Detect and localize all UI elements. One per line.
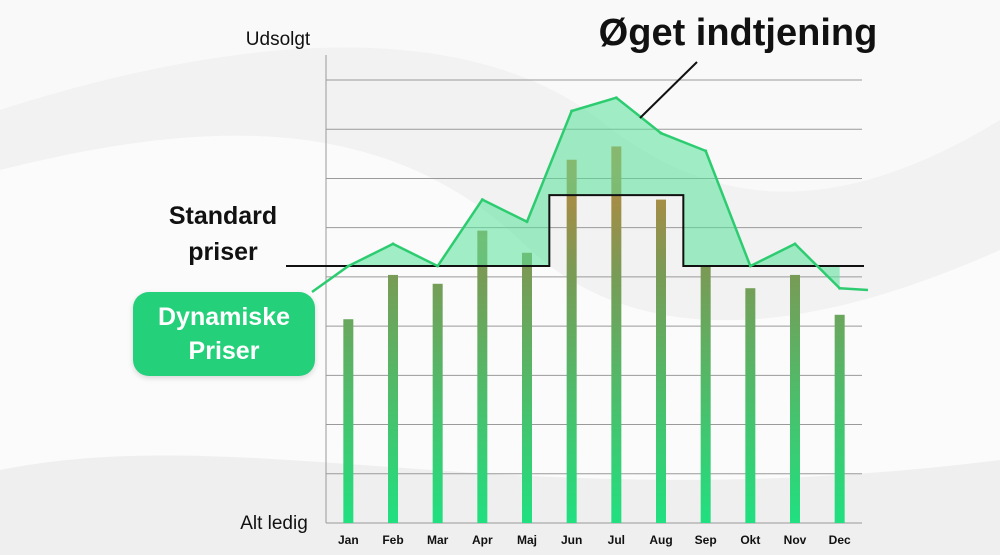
bar-okt [745,288,756,523]
dynamic-point-nov [793,242,797,246]
dynamic-price-path [311,96,869,294]
dynamic-point-aug [659,131,663,135]
x-tick-label: Nov [784,533,807,547]
bar-feb [388,274,398,523]
gain-area-fill [348,97,840,289]
x-tick-label: Aug [649,533,672,547]
x-tick-label: Jul [608,533,625,547]
gain-annotation: Øget indtjening [599,12,878,54]
x-tick-label: Dec [829,533,851,547]
dynamic-point-sep [704,149,708,153]
bar-jun [566,159,577,524]
x-tick-label: Apr [472,533,493,547]
gain-area [348,97,840,289]
standard-price-path [286,194,864,268]
bar-mar [432,283,443,523]
x-tick-label: Sep [695,533,717,547]
dynamic-badge-line1: Dynamiske [157,303,291,331]
standard-annotation-line1: Standard [169,202,277,230]
y-label-top: Udsolgt [246,29,311,50]
dynamic-point-apr [480,198,484,202]
dynamic-price-badge: Dynamiske Priser [133,292,315,376]
bar-sep [700,266,711,523]
standard-price-line [286,194,864,268]
bar-nov [790,274,800,523]
bar-maj [522,252,532,523]
dynamic-point-dec [838,286,842,290]
x-tick-labels: Jan Feb Mar Apr Maj Jun Jul Aug Sep Okt Nov Dec [338,533,851,547]
x-tick-label: Feb [382,533,403,547]
dynamic-point-jun [570,109,574,113]
bar-series [343,146,845,524]
x-tick-label: Maj [517,533,537,547]
dynamic-point-okt [748,264,752,268]
bar-aug [656,199,666,524]
gain-pointer-line [639,61,698,119]
x-tick-label: Jun [561,533,582,547]
dynamic-point-feb [391,242,395,246]
y-label-bottom: Alt ledig [240,513,308,534]
bar-jul [611,146,622,523]
x-tick-label: Mar [427,533,449,547]
standard-annotation-line2: priser [188,238,258,266]
dynamic-badge-line2: Priser [188,337,260,365]
dynamic-point-mar [436,264,440,268]
x-tick-label: Okt [740,533,760,547]
dynamic-point-jan [346,264,350,268]
dynamic-point-jul [614,96,618,100]
bar-dec [834,314,845,523]
x-tick-label: Jan [338,533,359,547]
dynamic-point-maj [525,220,529,224]
dynamic-price-line [311,96,869,294]
bar-jan [343,319,354,523]
bar-apr [477,230,488,523]
